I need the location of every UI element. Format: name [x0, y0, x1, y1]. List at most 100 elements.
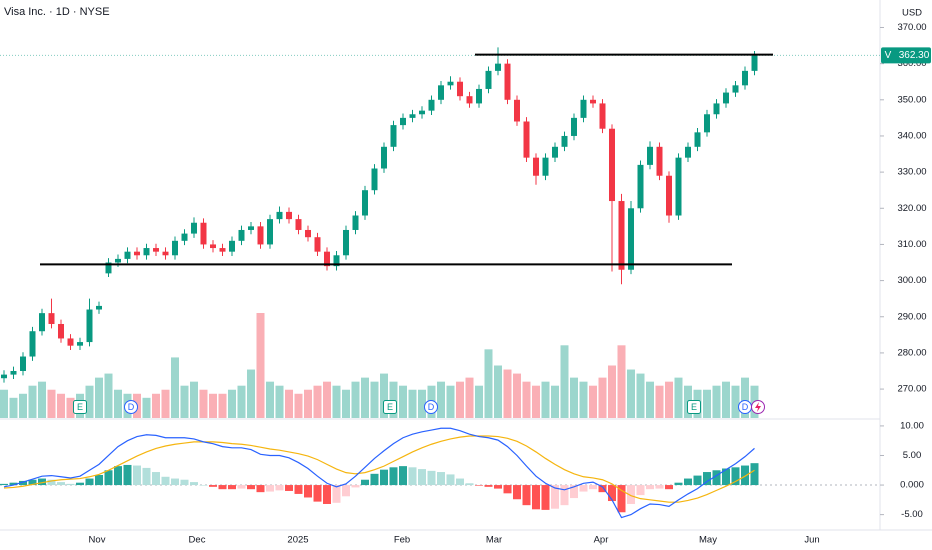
- macd-histogram-bar: [218, 485, 227, 490]
- macd-histogram-bar: [152, 472, 160, 486]
- volume-bar: [513, 373, 521, 418]
- macd-histogram-bar: [570, 485, 578, 499]
- candle-body: [599, 103, 606, 129]
- macd-histogram-bar: [171, 478, 179, 486]
- candle-body: [618, 201, 625, 270]
- macd-histogram-bar: [342, 485, 350, 497]
- volume-bar: [532, 385, 540, 418]
- candle-body: [371, 168, 378, 191]
- volume-bar: [712, 385, 721, 418]
- candle-body: [333, 255, 340, 267]
- event-badge: [124, 400, 138, 414]
- volume-bar: [560, 345, 569, 418]
- volume-bar: [418, 389, 426, 418]
- candle-body: [286, 211, 292, 220]
- candle-body: [485, 70, 492, 89]
- macd-y-tick-label: 5.00: [903, 450, 922, 461]
- macd-histogram-bar: [513, 485, 521, 500]
- candle-body: [295, 219, 302, 230]
- macd-histogram-bar: [351, 485, 360, 488]
- event-label: D: [428, 402, 435, 412]
- candle-body: [162, 251, 169, 256]
- volume-bar: [294, 393, 303, 418]
- x-tick-label: Apr: [594, 535, 609, 546]
- candle-body: [191, 222, 197, 234]
- macd-histogram-bar: [76, 482, 84, 486]
- macd-histogram-bar: [646, 485, 654, 490]
- volume-bar: [361, 377, 369, 418]
- volume-bar: [551, 385, 559, 418]
- macd-histogram-bar: [418, 469, 426, 486]
- x-tick-label: Nov: [89, 535, 106, 546]
- candle-body: [181, 233, 188, 241]
- candle-body: [438, 85, 444, 100]
- volume-bar: [627, 369, 635, 418]
- volume-bar: [275, 385, 284, 418]
- candle-body: [1, 374, 7, 379]
- candle-body: [39, 313, 45, 332]
- macd-histogram-bar: [456, 478, 464, 486]
- macd-histogram-bar: [731, 467, 740, 486]
- candle-body: [533, 157, 539, 176]
- candle-body: [267, 219, 273, 245]
- candle-body: [238, 229, 245, 241]
- y-tick-label: 280.00: [897, 347, 926, 358]
- volume-bar: [209, 393, 217, 418]
- macd-histogram-bar: [560, 485, 569, 506]
- macd-histogram-bar: [9, 482, 18, 486]
- macd-histogram-bar: [655, 485, 664, 489]
- macd-histogram-bar: [636, 485, 645, 496]
- volume-bar: [38, 381, 46, 418]
- candle-body: [276, 211, 283, 220]
- macd-histogram-bar: [484, 485, 493, 487]
- candle-body: [514, 99, 520, 122]
- candle-body: [723, 92, 729, 104]
- macd-histogram-bar: [703, 472, 711, 486]
- volume-bar: [731, 385, 740, 418]
- candle-body: [124, 251, 131, 259]
- candle-body: [694, 132, 701, 147]
- macd-histogram-bar: [674, 482, 683, 486]
- candle-body: [257, 226, 264, 245]
- macd-histogram-bar: [608, 485, 616, 502]
- volume-bar: [589, 385, 597, 418]
- volume-bar: [0, 389, 8, 418]
- volume-bar: [437, 381, 445, 418]
- candle-body: [409, 114, 416, 118]
- volume-bar: [617, 345, 626, 418]
- macd-histogram-bar: [408, 467, 417, 486]
- volume-bar: [66, 397, 75, 418]
- x-tick-label: Jun: [804, 535, 819, 546]
- y-tick-label: 360.00: [897, 58, 926, 69]
- candle-body: [324, 251, 330, 267]
- candle-body: [466, 96, 473, 104]
- volume-bar: [114, 389, 122, 418]
- volume-bar: [646, 381, 654, 418]
- volume-bar: [598, 377, 607, 418]
- y-tick-label: 300.00: [897, 275, 926, 286]
- candle-body: [400, 117, 406, 126]
- candle-body: [628, 208, 634, 270]
- candle-body: [134, 251, 140, 256]
- volume-bar: [370, 381, 379, 418]
- macd-histogram-bar: [437, 472, 445, 486]
- volume-bar: [399, 385, 407, 418]
- candle-body: [362, 190, 368, 216]
- y-tick-label: 290.00: [897, 311, 926, 322]
- event-badge: [73, 400, 87, 414]
- volume-bar: [285, 389, 293, 418]
- volume-bar: [655, 385, 664, 418]
- macd-histogram-bar: [266, 485, 274, 492]
- y-tick-label: 350.00: [897, 94, 926, 105]
- event-label: E: [691, 402, 697, 412]
- volume-bar: [608, 365, 616, 418]
- volume-bar: [351, 381, 360, 418]
- y-tick-label: 330.00: [897, 167, 926, 178]
- candle-body: [172, 240, 178, 256]
- volume-bar: [190, 381, 198, 418]
- volume-bar: [95, 377, 103, 418]
- volume-bar: [541, 381, 550, 418]
- y-tick-label: 370.00: [897, 22, 926, 33]
- candle-body: [495, 63, 501, 71]
